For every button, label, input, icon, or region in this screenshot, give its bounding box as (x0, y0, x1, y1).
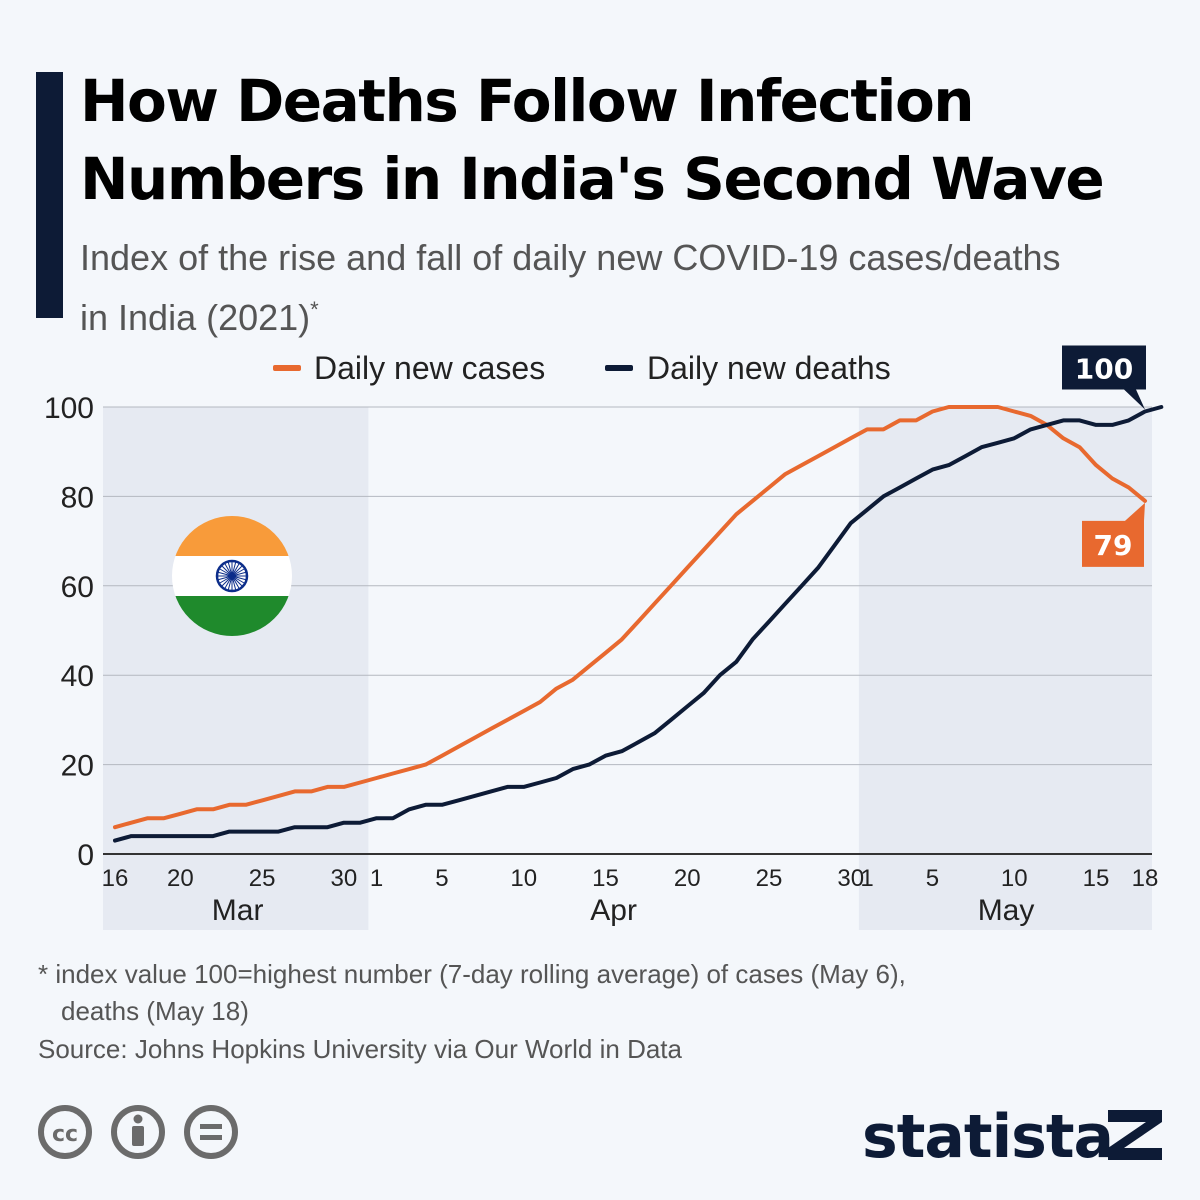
x-tick-label: 10 (1001, 865, 1028, 892)
accent-bar (36, 72, 63, 318)
y-tick-label: 80 (61, 481, 94, 514)
svg-text:cc: cc (52, 1122, 78, 1147)
footnote: * index value 100=highest number (7-day … (38, 956, 1158, 1030)
x-tick-label: 20 (167, 865, 194, 892)
x-tick-label: 18 (1132, 865, 1159, 892)
end-callouts: 100 79 (1062, 345, 1146, 567)
x-tick-label: 30 (837, 865, 864, 892)
x-tick-label: 30 (331, 865, 358, 892)
series-line-deaths (113, 405, 1164, 843)
legend-label: Daily new deaths (647, 350, 891, 386)
x-tick-label: 5 (926, 865, 939, 892)
month-band-mar (103, 407, 369, 930)
page-title: How Deaths Follow Infection Numbers in I… (80, 67, 1105, 213)
subtitle-text: Index of the rise and fall of daily new … (80, 237, 1061, 338)
y-tick-label: 100 (44, 392, 94, 425)
cc-icon[interactable]: cc (38, 1105, 92, 1159)
legend-swatch (605, 365, 633, 371)
x-tick-label: 10 (510, 865, 537, 892)
legend: Daily new cases Daily new deaths (273, 350, 891, 386)
deaths-end-callout (1062, 345, 1146, 410)
x-tick-label: 15 (592, 865, 619, 892)
page-subtitle: Index of the rise and fall of daily new … (80, 232, 1080, 344)
logo-text: statista (862, 1102, 1113, 1170)
cases-end-callout (1082, 502, 1145, 567)
x-tick-label: 20 (674, 865, 701, 892)
y-tick-label: 0 (77, 839, 94, 872)
statista-logo-icon (1108, 1110, 1162, 1160)
cases-end-label: 79 (1094, 529, 1133, 562)
month-label-mar: Mar (212, 894, 264, 927)
attribution-icon[interactable] (111, 1105, 165, 1159)
x-tick-label: 1 (860, 865, 873, 892)
month-labels: Mar Apr May (212, 894, 1035, 927)
subtitle-footnote-mark: * (310, 297, 319, 322)
x-tick-label: 1 (370, 865, 383, 892)
series-lines (113, 405, 1164, 843)
y-tick-label: 40 (61, 660, 94, 693)
x-tick-label: 25 (756, 865, 783, 892)
x-tick-label: 16 (102, 865, 129, 892)
legend-label: Daily new cases (314, 350, 545, 386)
x-tick-label: 5 (435, 865, 448, 892)
x-tick-label: 25 (249, 865, 276, 892)
source-note: Source: Johns Hopkins University via Our… (38, 1034, 682, 1064)
x-tick-label: 15 (1083, 865, 1110, 892)
license-icons: cc (38, 1105, 238, 1159)
footnote-line-2: deaths (May 18) (61, 996, 249, 1026)
month-label-may: May (978, 894, 1035, 927)
deaths-end-label: 100 (1075, 352, 1133, 385)
y-axis-labels: 0 20 40 60 80 100 (44, 392, 94, 872)
footnote-line-1: * index value 100=highest number (7-day … (38, 959, 906, 989)
y-tick-label: 60 (61, 571, 94, 604)
india-flag-icon (172, 516, 292, 636)
y-tick-label: 20 (61, 750, 94, 783)
month-band-may (858, 407, 1152, 930)
no-derivatives-icon[interactable] (184, 1105, 238, 1159)
x-axis-labels: 16 20 25 30 1 5 10 15 20 25 301 5 10 15 18 (102, 865, 1159, 892)
series-line-cases (113, 405, 1147, 830)
legend-swatch (273, 365, 301, 371)
month-label-apr: Apr (590, 894, 637, 927)
month-bands (103, 407, 1152, 930)
statista-logo[interactable]: statista (862, 1100, 1172, 1170)
